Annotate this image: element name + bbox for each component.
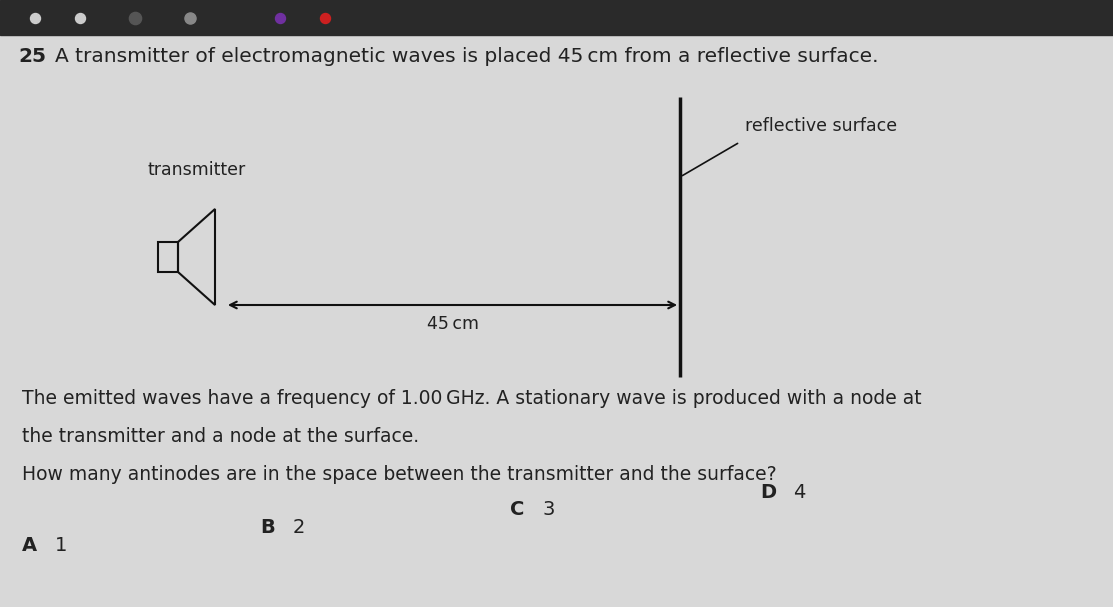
Text: A transmitter of electromagnetic waves is placed 45 cm from a reflective surface: A transmitter of electromagnetic waves i… xyxy=(55,47,878,66)
Text: the transmitter and a node at the surface.: the transmitter and a node at the surfac… xyxy=(22,427,420,446)
Text: 4: 4 xyxy=(792,483,806,502)
Text: 25: 25 xyxy=(18,47,46,66)
Text: reflective surface: reflective surface xyxy=(745,117,897,135)
Text: The emitted waves have a frequency of 1.00 GHz. A stationary wave is produced wi: The emitted waves have a frequency of 1.… xyxy=(22,389,922,408)
Text: 2: 2 xyxy=(293,518,305,537)
Text: B: B xyxy=(260,518,275,537)
Text: A: A xyxy=(22,536,37,555)
Text: transmitter: transmitter xyxy=(148,161,246,179)
Text: 1: 1 xyxy=(55,536,68,555)
Text: D: D xyxy=(760,483,776,502)
Text: 45 cm: 45 cm xyxy=(426,315,479,333)
Bar xyxy=(0,0,1113,35)
Text: C: C xyxy=(510,500,524,519)
Bar xyxy=(158,242,178,272)
Text: 3: 3 xyxy=(543,500,555,519)
Text: How many antinodes are in the space between the transmitter and the surface?: How many antinodes are in the space betw… xyxy=(22,465,777,484)
